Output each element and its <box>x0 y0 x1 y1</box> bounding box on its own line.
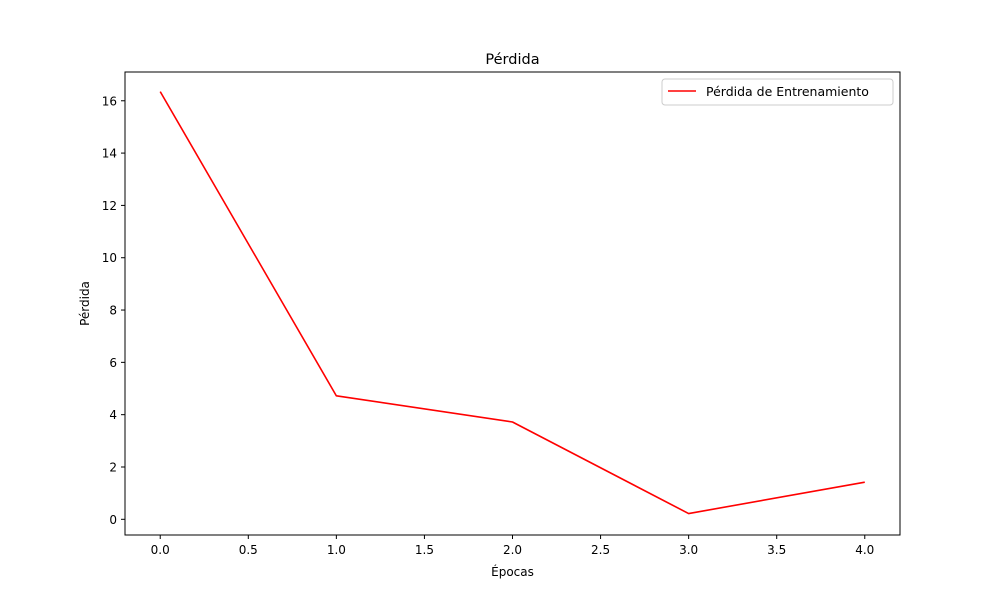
x-axis-title: Épocas <box>491 564 534 579</box>
y-tick-label: 14 <box>102 147 117 161</box>
series-line <box>159 91 865 515</box>
y-tick-label: 16 <box>102 94 117 108</box>
y-tick-label: 2 <box>109 460 117 474</box>
y-tick-label: 12 <box>102 199 117 213</box>
y-tick-label: 6 <box>109 356 117 370</box>
x-tick-label: 3.5 <box>767 543 786 557</box>
x-tick-label: 1.0 <box>327 543 346 557</box>
plot-frame <box>124 71 901 536</box>
y-tick-label: 10 <box>102 251 117 265</box>
legend: Pérdida de Entrenamiento <box>661 78 894 106</box>
y-tick-label: 4 <box>109 408 117 422</box>
x-tick-label: 0.5 <box>239 543 258 557</box>
x-tick-label: 2.5 <box>591 543 610 557</box>
y-axis-title: Pérdida <box>78 281 92 326</box>
x-tick-label: 0.0 <box>151 543 170 557</box>
legend-label: Pérdida de Entrenamiento <box>706 84 869 99</box>
y-tick-label: 8 <box>109 304 117 318</box>
x-tick-label: 4.0 <box>855 543 874 557</box>
x-tick-label: 1.5 <box>415 543 434 557</box>
x-tick-label: 3.0 <box>679 543 698 557</box>
series-layer <box>159 91 865 515</box>
y-tick-label: 0 <box>109 513 117 527</box>
x-tick-label: 2.0 <box>503 543 522 557</box>
y-axis-ticks: 0 2 4 6 8 10 12 14 16 <box>102 94 125 527</box>
legend-box <box>661 78 894 106</box>
x-axis-ticks: 0.0 0.5 1.0 1.5 2.0 2.5 3.0 3.5 4.0 <box>151 535 874 557</box>
chart-title: Pérdida <box>485 52 539 68</box>
